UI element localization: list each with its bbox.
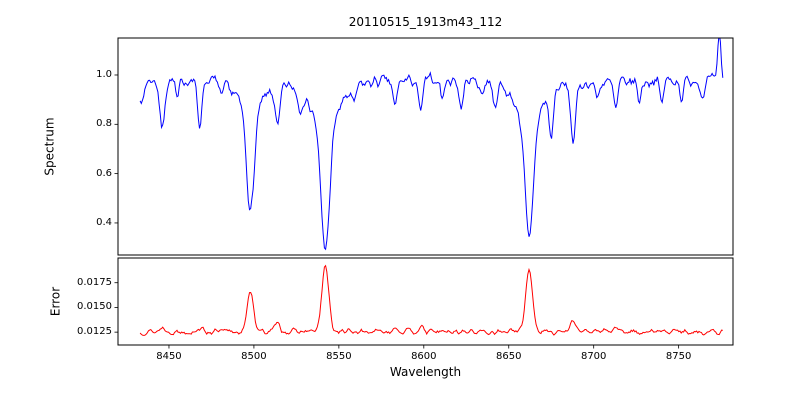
chart-title: 20110515_1913m43_112 [348, 15, 503, 29]
x-tick-label: 8750 [665, 351, 692, 362]
x-tick-label: 8450 [156, 351, 182, 362]
x-tick-label: 8700 [580, 351, 607, 362]
spectrum-line [139, 38, 724, 251]
y-tick-label-spectrum: 1.0 [96, 68, 112, 80]
x-axis-label: Wavelength [389, 365, 462, 379]
x-tick-label: 8600 [411, 351, 437, 362]
spectrum-axes-border [117, 37, 734, 256]
y-tick-label-error: 0.0125 [77, 326, 112, 338]
y-axis-label-spectrum: Spectrum [42, 117, 57, 176]
y-axis-label-error: Error [48, 286, 63, 317]
error-line [139, 264, 723, 336]
x-tick-label: 8650 [496, 351, 522, 362]
y-tick-label-spectrum: 0.4 [96, 216, 112, 228]
y-tick-label-spectrum: 0.8 [96, 118, 112, 130]
y-tick-label-error: 0.0150 [77, 301, 112, 313]
y-tick-label-spectrum: 0.6 [96, 167, 112, 179]
y-tick-label-error: 0.0175 [77, 276, 112, 288]
error-axes-border [117, 257, 734, 346]
tick-marks [114, 74, 680, 349]
x-tick-label: 8550 [326, 351, 352, 362]
x-tick-label: 8500 [241, 351, 267, 362]
